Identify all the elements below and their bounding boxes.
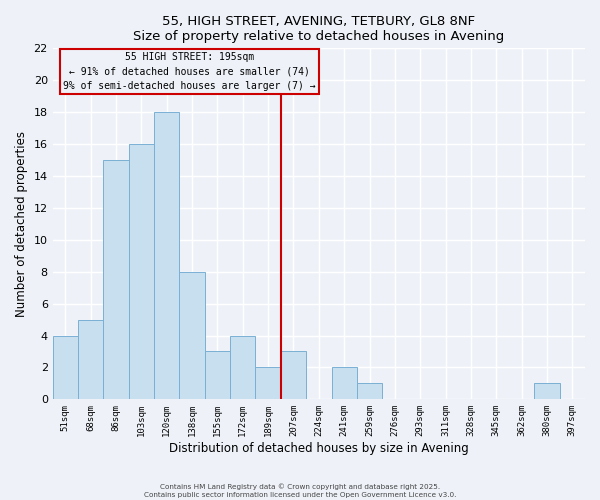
Y-axis label: Number of detached properties: Number of detached properties	[15, 131, 28, 317]
Bar	[179, 272, 205, 400]
Bar	[53, 336, 78, 400]
Bar	[535, 384, 560, 400]
Title: 55, HIGH STREET, AVENING, TETBURY, GL8 8NF
Size of property relative to detached: 55, HIGH STREET, AVENING, TETBURY, GL8 8…	[133, 15, 505, 43]
Bar	[281, 352, 306, 400]
Bar	[103, 160, 129, 400]
Bar	[205, 352, 230, 400]
Bar	[357, 384, 382, 400]
Bar	[230, 336, 256, 400]
Text: 55 HIGH STREET: 195sqm
← 91% of detached houses are smaller (74)
9% of semi-deta: 55 HIGH STREET: 195sqm ← 91% of detached…	[63, 52, 316, 91]
Text: Contains HM Land Registry data © Crown copyright and database right 2025.
Contai: Contains HM Land Registry data © Crown c…	[144, 484, 456, 498]
Bar	[154, 112, 179, 400]
Bar	[129, 144, 154, 400]
X-axis label: Distribution of detached houses by size in Avening: Distribution of detached houses by size …	[169, 442, 469, 455]
Bar	[332, 368, 357, 400]
Bar	[256, 368, 281, 400]
Bar	[78, 320, 103, 400]
